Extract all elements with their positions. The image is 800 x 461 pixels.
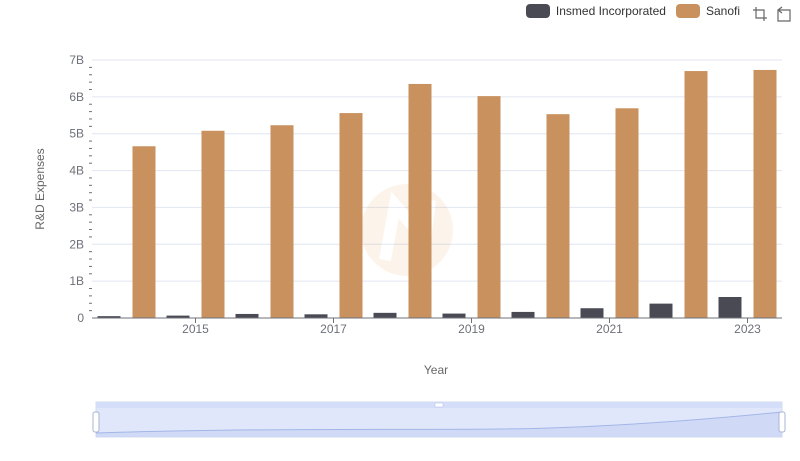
zoom-handle-left[interactable] xyxy=(92,411,100,433)
data-zoom-slider[interactable] xyxy=(92,401,786,438)
bar-insmed-2022[interactable] xyxy=(649,303,673,318)
bar-insmed-2014[interactable] xyxy=(97,316,121,318)
bar-insmed-2019[interactable] xyxy=(442,313,466,318)
y-axis-title: R&D Expenses xyxy=(33,148,47,229)
bar-sanofi-2021[interactable] xyxy=(615,108,639,318)
chart-toolbox xyxy=(752,6,792,22)
y-tick-label: 1B xyxy=(69,274,84,288)
y-tick-label: 7B xyxy=(69,53,84,67)
zoom-handle-right[interactable] xyxy=(778,411,786,433)
bar-insmed-2018[interactable] xyxy=(373,312,397,318)
chart-legend: Insmed Incorporated Sanofi xyxy=(525,4,740,18)
bars-group xyxy=(97,69,777,319)
y-tick-label: 6B xyxy=(69,90,84,104)
y-axis-ticks: 0 1B 2B 3B 4B 5B 6B 7B xyxy=(69,53,92,325)
legend-swatch-insmed xyxy=(525,4,550,18)
legend-label-sanofi: Sanofi xyxy=(705,4,740,18)
y-tick-label: 2B xyxy=(69,237,84,251)
bar-sanofi-2019[interactable] xyxy=(477,96,501,319)
legend-swatch-sanofi xyxy=(675,4,700,18)
bar-sanofi-2022[interactable] xyxy=(684,71,708,318)
zoom-top-grip[interactable] xyxy=(434,402,444,408)
bar-sanofi-2016[interactable] xyxy=(270,125,294,318)
bar-sanofi-2017[interactable] xyxy=(339,113,363,319)
x-axis-ticks: 2015 2017 2019 2021 2023 xyxy=(182,318,761,336)
watermark-logo xyxy=(361,184,453,276)
bar-insmed-2017[interactable] xyxy=(304,314,328,318)
bar-insmed-2015[interactable] xyxy=(166,315,190,318)
restore-icon[interactable] xyxy=(776,6,792,22)
bar-sanofi-2015[interactable] xyxy=(201,130,225,318)
zoom-icon[interactable] xyxy=(752,6,768,22)
bar-insmed-2023[interactable] xyxy=(718,296,742,318)
legend-item-insmed[interactable]: Insmed Incorporated xyxy=(525,4,666,18)
x-tick-label: 2021 xyxy=(596,322,623,336)
x-tick-label: 2023 xyxy=(734,322,761,336)
bar-insmed-2021[interactable] xyxy=(580,308,604,318)
legend-item-sanofi[interactable]: Sanofi xyxy=(675,4,740,18)
y-tick-label: 5B xyxy=(69,127,84,141)
bar-sanofi-2023[interactable] xyxy=(753,69,777,318)
bar-sanofi-2020[interactable] xyxy=(546,114,570,319)
y-tick-label: 3B xyxy=(69,200,84,214)
x-tick-label: 2017 xyxy=(320,322,347,336)
x-tick-label: 2019 xyxy=(458,322,485,336)
legend-label-insmed: Insmed Incorporated xyxy=(555,4,666,18)
bar-insmed-2016[interactable] xyxy=(235,313,259,318)
bar-sanofi-2018[interactable] xyxy=(408,83,432,318)
x-axis-title: Year xyxy=(424,363,448,377)
bar-insmed-2020[interactable] xyxy=(511,311,535,318)
y-tick-label: 4B xyxy=(69,164,84,178)
zoom-data-shadow xyxy=(96,412,782,437)
x-tick-label: 2015 xyxy=(182,322,209,336)
bar-sanofi-2014[interactable] xyxy=(132,146,156,318)
zoom-data-line xyxy=(95,411,783,434)
y-tick-label: 0 xyxy=(77,311,84,325)
